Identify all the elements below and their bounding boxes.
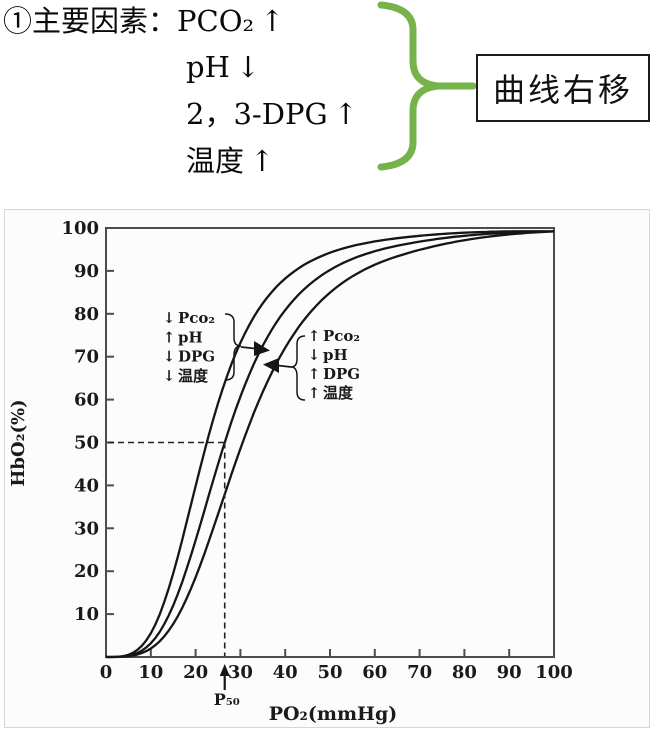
curve-right-shift-box: 曲线右移 xyxy=(476,54,650,122)
green-brace-curve xyxy=(377,1,440,171)
left-shift-arrow-icon: ↓ xyxy=(163,309,176,327)
right-shift-arrowhead-icon xyxy=(263,358,279,373)
right-shift-factor-label: Pco₂ xyxy=(323,327,360,345)
y-tick-label: 90 xyxy=(74,261,99,282)
y-tick-label: 10 xyxy=(74,604,99,625)
left-annotation-brace xyxy=(224,313,242,381)
direction-up-arrow-icon: ↑ xyxy=(250,144,275,178)
y-tick-label: 80 xyxy=(74,304,99,325)
y-tick-label: 30 xyxy=(74,518,99,539)
x-tick-label: 70 xyxy=(407,662,432,683)
left-shifted-curve xyxy=(106,230,554,659)
x-tick-label: 30 xyxy=(228,662,253,683)
right-shift-factor-label: 温度 xyxy=(323,384,354,402)
right-shift-factor-label: DPG xyxy=(323,365,360,383)
right-shifted-curve xyxy=(106,230,555,659)
x-axis-label: PO₂(mmHg) xyxy=(269,703,398,725)
left-shift-factor-label: pH xyxy=(178,328,203,346)
direction-up-arrow-icon: ↑ xyxy=(333,97,358,131)
p50-up-arrow-icon xyxy=(219,664,230,676)
factor-name: 2，3-DPG xyxy=(186,97,328,131)
factor-name: PCO₂ xyxy=(177,4,255,38)
factor-line-ph: pH ↓ xyxy=(186,49,260,85)
x-tick-label: 100 xyxy=(535,662,573,683)
x-tick-label: 60 xyxy=(362,662,387,683)
left-shift-arrow-icon: ↓ xyxy=(163,348,176,366)
y-tick-label: 20 xyxy=(74,561,99,582)
left-shift-arrow-icon: ↑ xyxy=(163,328,176,346)
y-tick-label: 50 xyxy=(74,433,99,454)
p50-label: P₅₀ xyxy=(214,690,240,709)
left-shift-factor-label: Pco₂ xyxy=(178,309,215,327)
right-shift-arrow-icon: ↓ xyxy=(308,346,321,364)
y-tick-label: 40 xyxy=(74,475,99,496)
heading-prefix: ①主要因素： xyxy=(3,4,178,38)
right-shift-arrow-icon: ↑ xyxy=(308,327,321,345)
conclusion-label: 曲线右移 xyxy=(492,71,633,109)
factor-line-temperature: 温度 ↑ xyxy=(186,143,274,179)
oxygen-dissociation-chart: 0 10 20 30 40 50 60 70 80 90 100 10 20 30 40 50 60 70 80 90… xyxy=(8,218,573,725)
direction-down-arrow-icon: ↓ xyxy=(235,50,261,84)
factor-name: pH xyxy=(186,50,230,84)
factor-line-dpg: 2，3-DPG ↑ xyxy=(186,96,358,132)
factor-name: 温度 xyxy=(186,144,245,178)
direction-up-arrow-icon: ↑ xyxy=(260,4,285,38)
x-tick-label: 0 xyxy=(100,662,113,683)
x-tick-label: 20 xyxy=(183,662,208,683)
x-tick-label: 80 xyxy=(452,662,477,683)
y-tick-label: 100 xyxy=(61,218,99,239)
right-shift-arrow-icon: ↑ xyxy=(308,384,321,402)
right-annotation-connector xyxy=(277,364,292,368)
left-shift-factor-label: 温度 xyxy=(178,367,209,385)
y-tick-label: 70 xyxy=(74,347,99,368)
left-shift-arrowhead-icon xyxy=(254,341,270,356)
right-shift-arrow-icon: ↑ xyxy=(308,365,321,383)
right-shift-factor-label: pH xyxy=(323,346,348,364)
x-tick-label: 40 xyxy=(273,662,298,683)
y-tick-label: 60 xyxy=(74,390,99,411)
x-tick-label: 10 xyxy=(138,662,163,683)
y-axis-label: HbO₂(%) xyxy=(8,399,29,486)
left-shift-arrow-icon: ↓ xyxy=(163,367,176,385)
green-brace-icon xyxy=(377,1,477,171)
normal-curve xyxy=(106,230,555,659)
x-tick-label: 50 xyxy=(317,662,342,683)
x-tick-label: 90 xyxy=(497,662,522,683)
left-shift-factor-label: DPG xyxy=(178,348,215,366)
right-annotation-brace xyxy=(290,335,306,401)
left-annotation-connector xyxy=(240,346,256,350)
oxygen-dissociation-figure: 0 10 20 30 40 50 60 70 80 90 100 10 20 30 40 50 60 70 80 90… xyxy=(4,209,650,728)
main-factors-heading-line: ①主要因素：PCO₂ ↑ xyxy=(3,3,284,39)
